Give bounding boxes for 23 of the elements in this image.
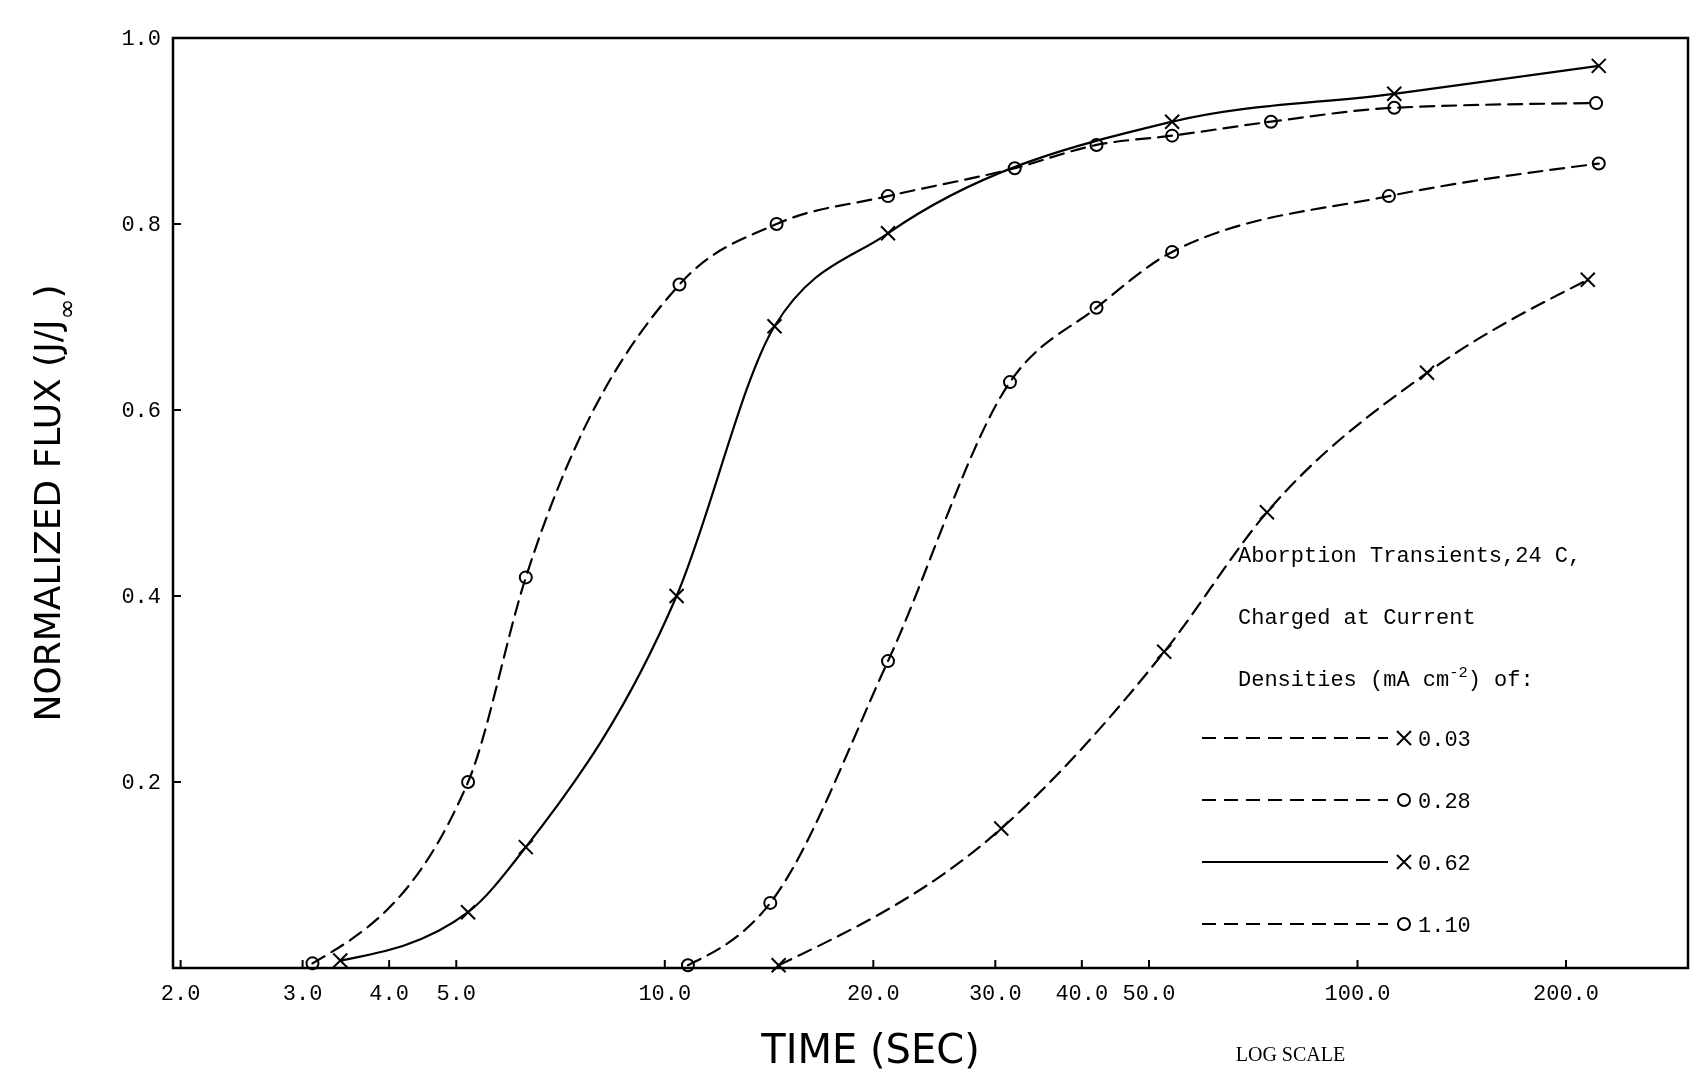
text: Aborption Transients,24 C, Charged at Current Densities (mA cm$^{-2}$) of:	[1238, 544, 1582, 693]
legend-label: 0.28	[1418, 790, 1471, 815]
x-tick-label: 4.0	[369, 982, 409, 1007]
y-tick-label: 0.2	[121, 771, 161, 796]
y-tick-label: 1.0	[121, 27, 161, 52]
y-tick-label: 0.8	[121, 213, 161, 238]
legend-label: 1.10	[1418, 914, 1471, 939]
x-tick-label: 10.0	[638, 982, 692, 1007]
legend-label: 0.62	[1418, 852, 1471, 877]
x-axis-title: TIME (SEC)	[760, 1026, 980, 1072]
x-tick-label: 2.0	[160, 982, 201, 1007]
x-tick-label: 20.0	[846, 982, 900, 1007]
legend-label: 0.03	[1418, 728, 1471, 753]
x-tick-label: 40.0	[1055, 982, 1109, 1007]
y-tick-label: 0.4	[121, 585, 161, 610]
text: LOG SCALE	[1235, 1043, 1346, 1065]
x-tick-label: 30.0	[968, 982, 1022, 1007]
x-tick-label: 100.0	[1324, 982, 1391, 1007]
y-tick-label: 0.6	[121, 399, 161, 424]
x-tick-label: 3.0	[282, 982, 323, 1007]
x-tick-label: 200.0	[1533, 982, 1600, 1007]
x-tick-label: 50.0	[1122, 982, 1176, 1007]
x-tick-label: 5.0	[436, 982, 477, 1007]
